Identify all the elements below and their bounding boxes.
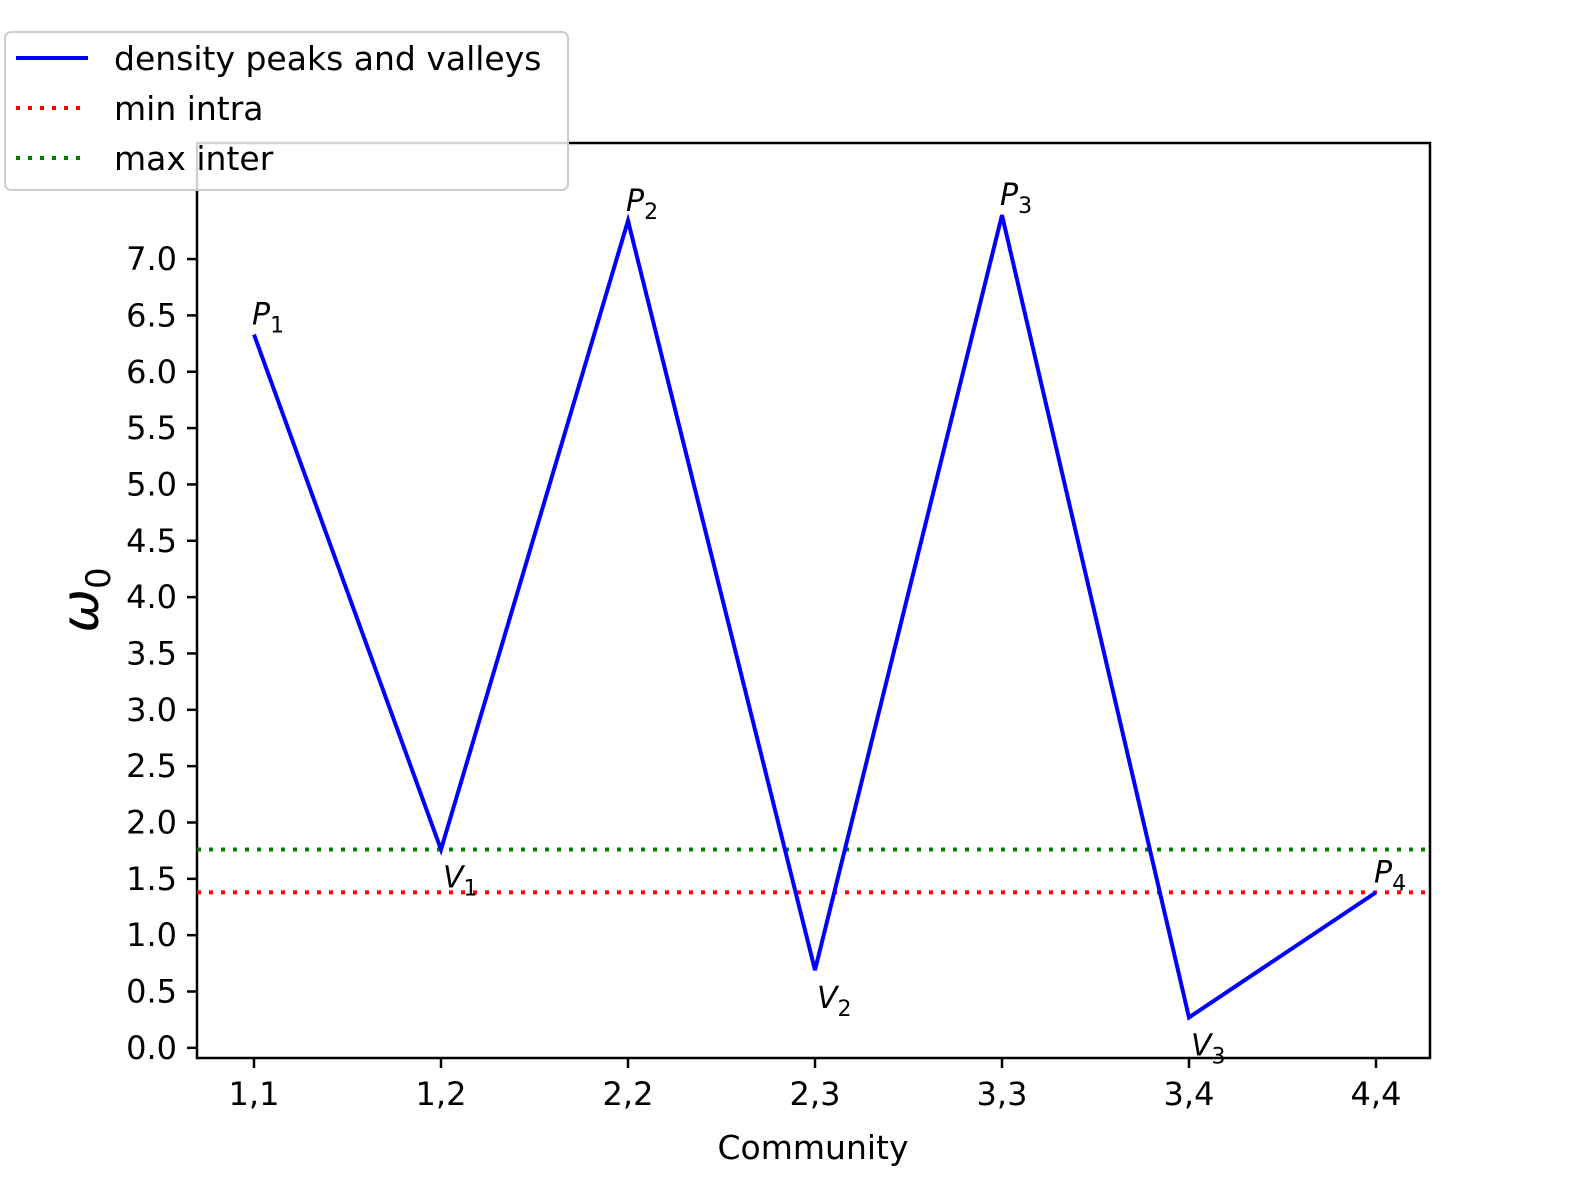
y-tick-label: 6.0 (126, 353, 177, 391)
legend: density peaks and valleys min intra max in… (4, 31, 569, 191)
y-tick-label: 5.5 (126, 409, 177, 447)
point-label-V3: V3 (1191, 1028, 1226, 1069)
plot-frame (195, 141, 1432, 1060)
legend-label: max inter (114, 139, 274, 178)
legend-label: min intra (114, 89, 264, 128)
y-tick-label: 3.5 (126, 634, 177, 672)
y-tick-label: 1.5 (126, 860, 177, 898)
y-tick-label: 6.5 (126, 296, 177, 334)
legend-label: density peaks and valleys (114, 39, 541, 78)
y-tick-label: 7.0 (126, 240, 177, 278)
y-tick-label: 1.0 (126, 916, 177, 954)
y-axis: 0.0 0.5 1.0 1.5 2.0 2.5 3.0 3.5 4.0 4.5 5.0 5.5 6.0 6… (126, 240, 197, 1067)
x-axis: 1,1 1,2 2,2 2,3 3,3 3,4 4,4 (229, 1058, 1402, 1113)
svg-text:ω0: ω0 (51, 567, 119, 632)
x-tick-label: 3,4 (1164, 1075, 1215, 1113)
y-tick-label: 3.0 (126, 691, 177, 729)
x-tick-label: 1,1 (229, 1075, 280, 1113)
x-tick-label: 4,4 (1351, 1075, 1402, 1113)
y-tick-label: 0.5 (126, 973, 177, 1011)
legend-box (4, 31, 569, 191)
point-label-P4: P4 (1374, 855, 1406, 896)
series-line (252, 213, 1378, 1021)
x-axis-title: Community (718, 1128, 909, 1167)
y-axis-title: ω0 (51, 567, 119, 632)
y-tick-label: 5.0 (126, 465, 177, 503)
point-label-V1: V1 (443, 861, 478, 902)
y-tick-label: 4.0 (126, 578, 177, 616)
x-tick-label: 2,2 (603, 1075, 654, 1113)
point-label-P1: P1 (252, 298, 284, 339)
x-tick-label: 3,3 (977, 1075, 1028, 1113)
y-tick-label: 2.5 (126, 747, 177, 785)
y-tick-label: 0.0 (126, 1029, 177, 1067)
x-tick-label: 2,3 (790, 1075, 841, 1113)
x-tick-label: 1,2 (416, 1075, 467, 1113)
series-layer (197, 213, 1430, 1021)
point-label-P2: P2 (626, 184, 658, 225)
point-labels: P1 V1 P2 V2 P3 V3 P4 (252, 178, 1406, 1069)
point-label-P3: P3 (1000, 178, 1032, 219)
point-label-V2: V2 (817, 981, 852, 1022)
y-tick-label: 2.0 (126, 803, 177, 841)
y-tick-label: 4.5 (126, 522, 177, 560)
